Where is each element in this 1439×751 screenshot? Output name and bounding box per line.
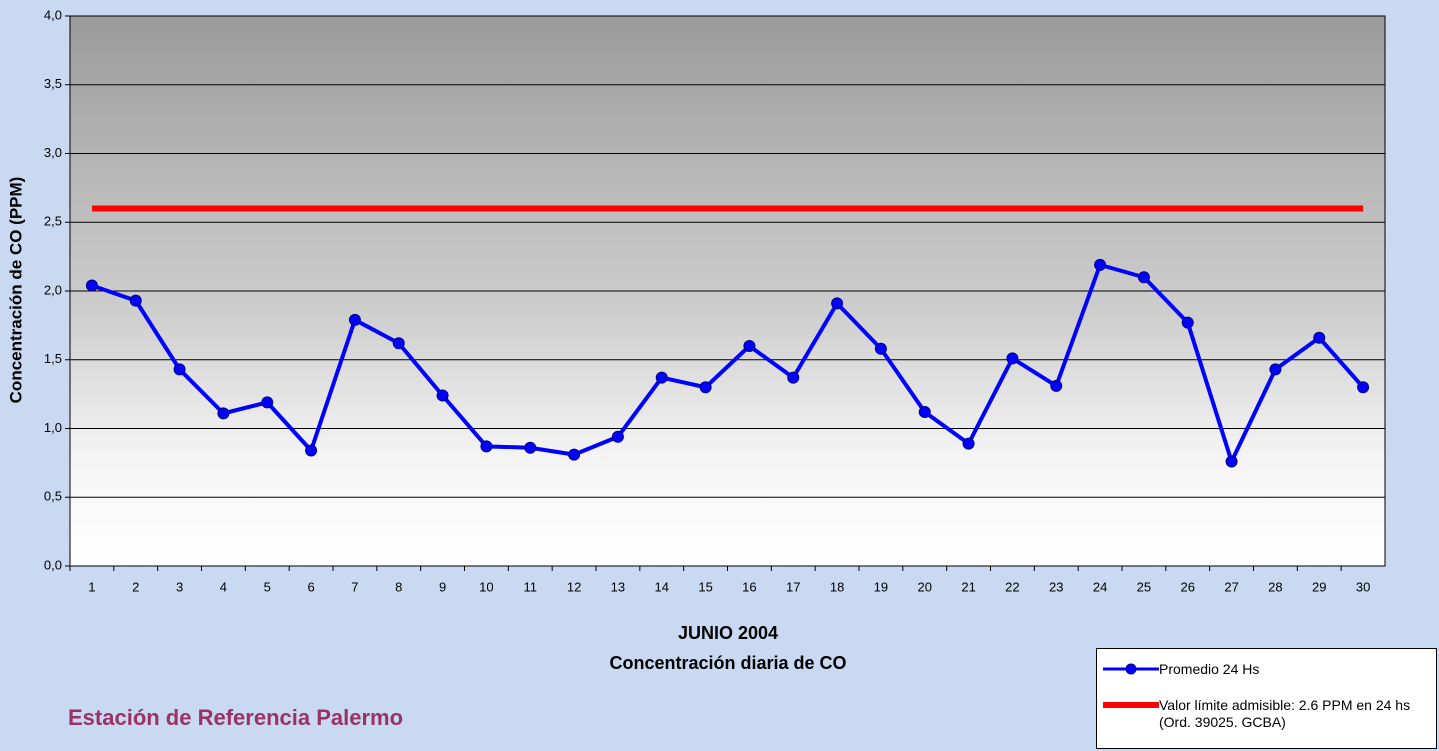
legend-swatch xyxy=(1103,697,1159,713)
data-point xyxy=(393,338,404,349)
x-tick-label: 15 xyxy=(698,579,712,594)
chart: Concentración de CO (PPM) JUNIO 2004 Con… xyxy=(0,0,1439,751)
legend-entry: Promedio 24 Hs xyxy=(1103,661,1431,678)
data-point xyxy=(569,449,580,460)
data-point xyxy=(700,382,711,393)
y-tick-label: 2,0 xyxy=(44,282,62,297)
data-point xyxy=(218,408,229,419)
x-tick-label: 1 xyxy=(88,579,95,594)
x-tick-label: 19 xyxy=(874,579,888,594)
data-point xyxy=(1314,332,1325,343)
x-tick-label: 3 xyxy=(176,579,183,594)
data-point xyxy=(744,341,755,352)
y-tick-label: 2,5 xyxy=(44,214,62,229)
x-tick-label: 5 xyxy=(264,579,271,594)
y-axis-label: Concentración de CO (PPM) xyxy=(6,177,25,404)
legend-label: Promedio 24 Hs xyxy=(1159,661,1431,678)
legend-label: Valor límite admisible: 2.6 PPM en 24 hs… xyxy=(1159,697,1431,731)
data-point xyxy=(963,438,974,449)
annotation: Estación de Referencia Palermo xyxy=(68,705,403,730)
data-point xyxy=(525,442,536,453)
x-tick-label: 2 xyxy=(132,579,139,594)
x-tick-label: 30 xyxy=(1356,579,1370,594)
x-tick-label: 12 xyxy=(567,579,581,594)
data-point xyxy=(262,397,273,408)
legend-swatch xyxy=(1103,661,1159,677)
data-point xyxy=(832,298,843,309)
x-tick-label: 11 xyxy=(524,579,538,594)
x-tick-label: 17 xyxy=(786,579,800,594)
page: Concentración de CO (PPM) JUNIO 2004 Con… xyxy=(0,0,1439,751)
y-tick-label: 1,5 xyxy=(44,351,62,366)
x-tick-label: 23 xyxy=(1049,579,1063,594)
x-tick-label: 10 xyxy=(479,579,493,594)
x-tick-label: 26 xyxy=(1181,579,1195,594)
x-tick-label: 4 xyxy=(220,579,227,594)
legend-marker xyxy=(1126,664,1136,674)
data-point xyxy=(1226,456,1237,467)
data-point xyxy=(1095,259,1106,270)
data-point xyxy=(875,343,886,354)
data-point xyxy=(174,364,185,375)
data-point xyxy=(1007,353,1018,364)
x-tick-label: 9 xyxy=(439,579,446,594)
x-tick-label: 24 xyxy=(1093,579,1107,594)
x-tick-label: 8 xyxy=(395,579,402,594)
x-tick-label: 25 xyxy=(1137,579,1151,594)
data-point xyxy=(1182,317,1193,328)
data-point xyxy=(306,445,317,456)
y-tick-label: 3,0 xyxy=(44,145,62,160)
x-tick-label: 29 xyxy=(1312,579,1326,594)
data-point xyxy=(481,441,492,452)
x-tick-label: 13 xyxy=(611,579,625,594)
y-tick-label: 0,0 xyxy=(44,557,62,572)
chart-title: JUNIO 2004 xyxy=(678,623,778,643)
x-axis-label: Concentración diaria de CO xyxy=(609,653,846,673)
legend-entry: Valor límite admisible: 2.6 PPM en 24 hs… xyxy=(1103,697,1431,731)
data-point xyxy=(130,295,141,306)
data-point xyxy=(788,372,799,383)
x-tick-label: 20 xyxy=(918,579,932,594)
x-tick-label: 18 xyxy=(830,579,844,594)
x-tick-label: 22 xyxy=(1005,579,1019,594)
data-point xyxy=(349,314,360,325)
x-tick-label: 27 xyxy=(1224,579,1238,594)
y-tick-label: 4,0 xyxy=(44,7,62,22)
data-point xyxy=(612,431,623,442)
legend: Promedio 24 Hs Valor límite admisible: 2.… xyxy=(1096,648,1437,749)
data-point xyxy=(1138,272,1149,283)
data-point xyxy=(1270,364,1281,375)
data-point xyxy=(919,407,930,418)
x-tick-label: 7 xyxy=(351,579,358,594)
x-tick-label: 21 xyxy=(961,579,975,594)
data-point xyxy=(1051,380,1062,391)
x-tick-label: 16 xyxy=(742,579,756,594)
data-point xyxy=(437,390,448,401)
data-point xyxy=(1358,382,1369,393)
x-tick-label: 6 xyxy=(307,579,314,594)
x-tick-label: 28 xyxy=(1268,579,1282,594)
y-tick-label: 0,5 xyxy=(44,489,62,504)
data-point xyxy=(656,372,667,383)
x-tick-label: 14 xyxy=(655,579,669,594)
y-tick-label: 1,0 xyxy=(44,420,62,435)
y-tick-label: 3,5 xyxy=(44,76,62,91)
data-point xyxy=(86,280,97,291)
